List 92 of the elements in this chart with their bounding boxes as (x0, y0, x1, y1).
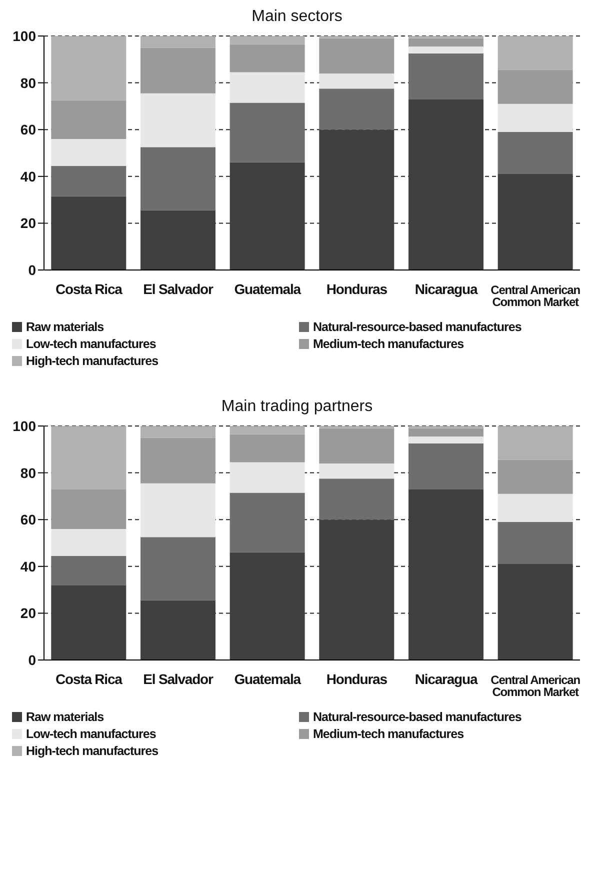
bar (230, 72, 305, 103)
bar (230, 426, 305, 434)
bar (51, 138, 126, 166)
bar (319, 38, 394, 74)
bar (498, 36, 573, 70)
y-tick-label: 100 (12, 418, 36, 434)
bar (408, 38, 484, 47)
y-tick-label: 0 (28, 262, 36, 278)
bar (498, 174, 573, 270)
y-tick-label: 40 (20, 168, 36, 184)
legend-label: Natural-resource-based manufactures (313, 320, 522, 334)
legend-label: High-tech manufactures (26, 354, 158, 368)
bar (498, 564, 573, 660)
bar (408, 489, 484, 660)
x-tick-label: Nicaragua (414, 671, 478, 687)
y-tick-label: 20 (20, 605, 36, 622)
x-tick-label: Central American Common Market (490, 283, 580, 309)
y-tick-label: 100 (12, 28, 36, 44)
x-tick-label: Guatemala (234, 281, 302, 297)
legend-label: Raw materials (26, 710, 104, 724)
x-tick-label: Central American Common Market (490, 673, 580, 699)
x-tick-label: Nicaragua (414, 281, 478, 297)
bar (51, 36, 126, 100)
legend-label: Low-tech manufactures (26, 337, 156, 351)
y-tick-label: 0 (28, 652, 36, 668)
bar (140, 483, 216, 538)
bar (230, 36, 305, 44)
bar (51, 100, 126, 139)
bar (498, 132, 573, 174)
x-tick-label: Guatemala (234, 671, 302, 687)
bar (319, 520, 394, 660)
legend-label: Natural-resource-based manufactures (313, 710, 522, 724)
legend-label: High-tech manufactures (26, 744, 158, 758)
bar (319, 73, 394, 89)
x-tick-label: Costa Rica (55, 671, 123, 687)
bar (230, 102, 305, 162)
bar (230, 492, 305, 552)
bar (140, 210, 216, 270)
bar (230, 462, 305, 493)
bar (319, 130, 394, 270)
bar (51, 426, 126, 490)
y-tick-label: 80 (20, 74, 36, 91)
bar (498, 494, 573, 522)
bar (140, 147, 216, 210)
bar (498, 522, 573, 564)
bar (498, 460, 573, 494)
bar (230, 434, 305, 462)
bar (140, 48, 216, 94)
legend-label: Low-tech manufactures (26, 727, 156, 741)
legend-label: Medium-tech manufactures (313, 727, 464, 741)
bar (408, 436, 484, 444)
bar (51, 166, 126, 196)
bar (408, 54, 484, 100)
bar (230, 552, 305, 660)
x-tick-label: Honduras (326, 281, 388, 297)
y-tick-label: 80 (20, 464, 36, 481)
bar (140, 93, 216, 148)
bar (140, 36, 216, 48)
bar (51, 196, 126, 270)
x-tick-label: El Salvador (143, 671, 214, 687)
x-tick-label: Costa Rica (55, 281, 123, 297)
bar (408, 46, 484, 54)
bar (498, 426, 573, 460)
chart-title: Main sectors (250, 8, 344, 26)
x-tick-label: El Salvador (143, 281, 214, 297)
bar (319, 463, 394, 479)
bar (51, 556, 126, 586)
bar (498, 104, 573, 132)
x-tick-label: Honduras (326, 671, 388, 687)
bar (319, 428, 394, 464)
y-tick-label: 40 (20, 558, 36, 574)
bar (230, 162, 305, 270)
bar (408, 99, 484, 270)
bar (408, 428, 484, 437)
bar (230, 44, 305, 72)
y-tick-label: 60 (20, 122, 36, 138)
y-tick-label: 20 (20, 215, 36, 232)
legend-label: Raw materials (26, 320, 104, 334)
bar (140, 600, 216, 660)
bar (319, 88, 394, 130)
legend-label: Medium-tech manufactures (313, 337, 464, 351)
bar (498, 70, 573, 104)
bar (140, 537, 216, 600)
bar (51, 585, 126, 660)
y-tick-label: 60 (20, 512, 36, 528)
chart-title: Main trading partners (220, 398, 374, 416)
bar (140, 438, 216, 484)
bar (319, 478, 394, 520)
bar (51, 489, 126, 529)
bar (51, 528, 126, 556)
bar (140, 426, 216, 438)
bar (408, 444, 484, 490)
